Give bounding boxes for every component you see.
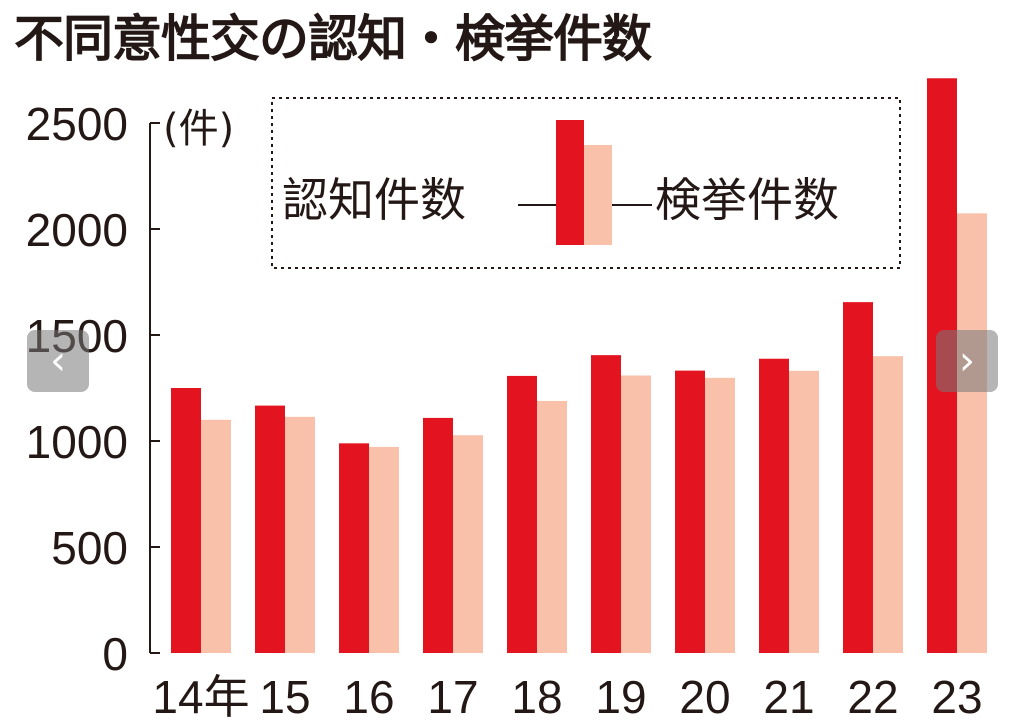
bar-recognized xyxy=(591,355,621,653)
x-tick-label: 18 xyxy=(511,671,562,723)
y-tick-label: 0 xyxy=(102,628,128,680)
x-tick-label: 22 xyxy=(847,671,898,723)
y-tick-label: 2500 xyxy=(26,98,128,150)
bar-arrests xyxy=(201,419,231,653)
bar-arrests xyxy=(369,446,399,653)
x-tick-label: 16 xyxy=(343,671,394,723)
legend-swatch-arrests xyxy=(584,145,612,245)
x-axis-labels: 14年 15 16 17 18 19 20 21 22 23 xyxy=(152,671,982,723)
legend: 認知件数 検挙件数 xyxy=(271,97,901,269)
y-tick-label: 2000 xyxy=(26,204,128,256)
chevron-left-icon: ‹ xyxy=(50,338,66,384)
x-tick-label: 15 xyxy=(259,671,310,723)
bars-group xyxy=(171,78,987,653)
chart-title: 不同意性交の認知・検挙件数 xyxy=(14,10,652,68)
bar-recognized xyxy=(255,405,285,653)
y-tick-label: 500 xyxy=(51,522,128,574)
bar-recognized xyxy=(675,370,705,653)
x-tick-label: 23 xyxy=(931,671,982,723)
legend-label-recognized: 認知件数 xyxy=(282,173,466,227)
x-tick-label: 19 xyxy=(595,671,646,723)
bar-arrests xyxy=(621,375,651,653)
y-axis: 05001000150020002500 xyxy=(26,98,160,680)
bar-recognized xyxy=(171,388,201,653)
legend-swatch-recognized xyxy=(556,120,584,245)
x-tick-label: 17 xyxy=(427,671,478,723)
bar-recognized xyxy=(339,443,369,653)
previous-image-button[interactable]: ‹ xyxy=(27,330,89,392)
chevron-right-icon: › xyxy=(959,338,975,384)
next-image-button[interactable]: › xyxy=(936,330,998,392)
bar-recognized xyxy=(507,375,537,653)
bar-arrests xyxy=(957,213,987,653)
legend-label-arrests: 検挙件数 xyxy=(655,173,839,227)
x-tick-label: 21 xyxy=(763,671,814,723)
bar-recognized xyxy=(423,417,453,653)
bar-arrests xyxy=(537,400,567,653)
bar-recognized xyxy=(759,358,789,653)
bar-arrests xyxy=(285,416,315,653)
bar-arrests xyxy=(453,435,483,653)
bar-arrests xyxy=(789,370,819,653)
x-tick-label: 14年 xyxy=(152,671,249,723)
y-axis-unit: (件) xyxy=(163,106,234,152)
bar-recognized xyxy=(843,302,873,653)
bar-arrests xyxy=(705,377,735,653)
y-tick-label: 1000 xyxy=(26,416,128,468)
x-tick-label: 20 xyxy=(679,671,730,723)
bar-arrests xyxy=(873,356,903,653)
